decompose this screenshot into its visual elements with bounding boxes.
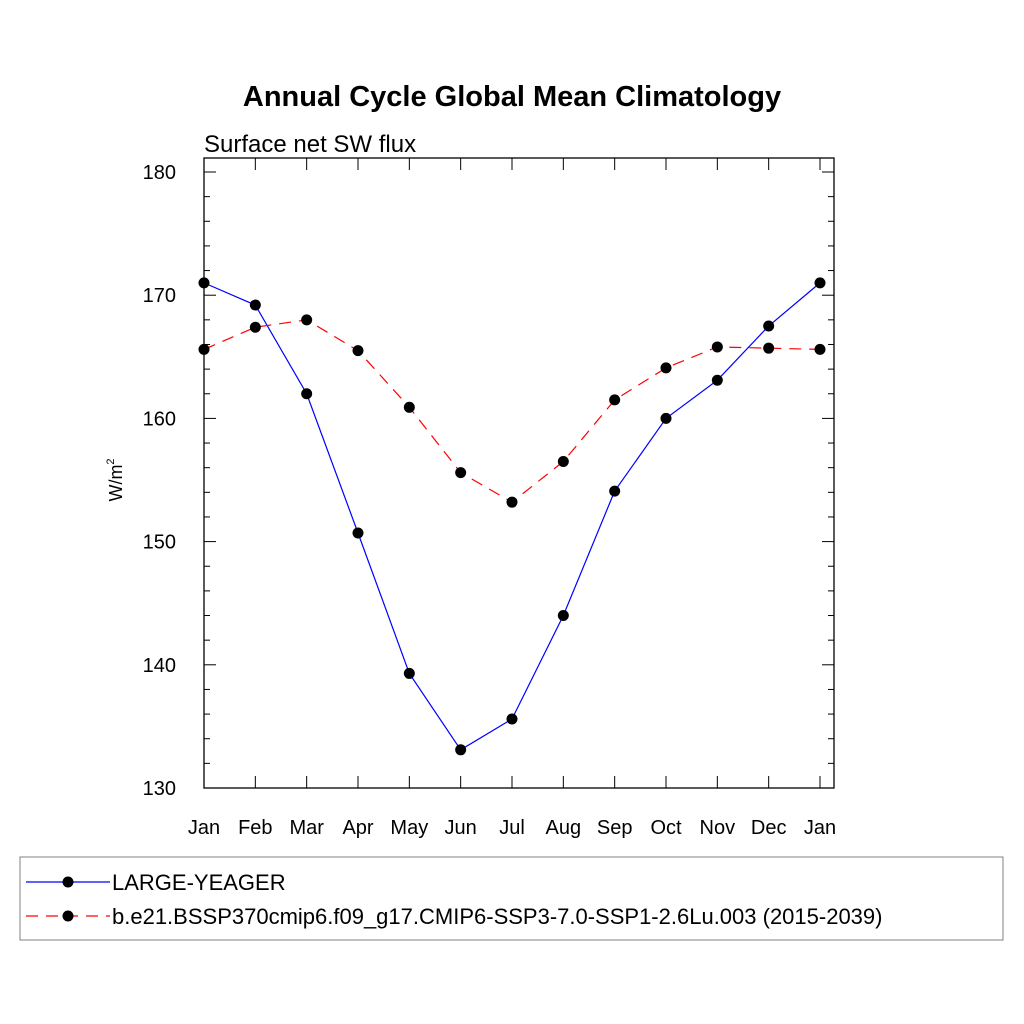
- x-tick-label: May: [390, 817, 428, 839]
- data-point: [711, 341, 723, 353]
- x-tick-label: Sep: [597, 817, 633, 839]
- x-tick-label: Jul: [499, 817, 525, 839]
- chart-title: Annual Cycle Global Mean Climatology: [243, 81, 781, 113]
- data-point: [660, 412, 672, 424]
- legend-item-2: b.e21.BSSP370cmip6.f09_g17.CMIP6-SSP3-7.…: [26, 904, 882, 929]
- data-point: [198, 343, 210, 355]
- y-tick-label: 160: [143, 408, 176, 430]
- x-tick-label: Jan: [804, 817, 836, 839]
- data-point: [814, 343, 826, 355]
- data-point: [660, 362, 672, 374]
- data-point: [352, 345, 364, 357]
- y-axis-label-superscript: 2: [105, 458, 117, 464]
- data-point: [763, 342, 775, 354]
- data-point: [249, 321, 261, 333]
- y-axis-label-text: W/m: [106, 465, 126, 502]
- data-point: [403, 401, 415, 413]
- y-tick-label: 170: [143, 285, 176, 307]
- series-layer: [198, 277, 826, 756]
- data-point: [711, 374, 723, 386]
- svg-text:W/m2: W/m2: [105, 458, 126, 501]
- x-tick-label: Jan: [188, 817, 220, 839]
- data-point: [301, 314, 313, 326]
- y-axis: 130 140 150 160 170 180: [143, 162, 834, 800]
- series-line: [203, 282, 821, 751]
- data-point: [301, 388, 313, 400]
- x-tick-label: Aug: [546, 817, 582, 839]
- legend-marker: [62, 910, 74, 922]
- x-tick-label: Apr: [342, 817, 373, 839]
- x-tick-label: Dec: [751, 817, 787, 839]
- legend: LARGE-YEAGER b.e21.BSSP370cmip6.f09_g17.C…: [19, 856, 1004, 941]
- data-point: [455, 744, 467, 756]
- data-point: [352, 527, 364, 539]
- x-tick-label: Oct: [650, 817, 682, 839]
- chart-subtitle: Surface net SW flux: [204, 131, 416, 158]
- legend-label: LARGE-YEAGER: [112, 870, 286, 895]
- plot-frame: [203, 157, 835, 789]
- data-point: [609, 394, 621, 406]
- legend-box: [19, 856, 1004, 941]
- plot-border: [203, 157, 835, 789]
- legend-item-1: LARGE-YEAGER: [26, 870, 286, 895]
- data-point: [506, 713, 518, 725]
- legend-label: b.e21.BSSP370cmip6.f09_g17.CMIP6-SSP3-7.…: [112, 904, 882, 929]
- data-point: [609, 485, 621, 497]
- x-tick-label: Nov: [700, 817, 736, 839]
- data-point: [557, 610, 569, 622]
- series-line: [203, 319, 821, 503]
- series-2: [198, 314, 826, 508]
- x-tick-label: Feb: [238, 817, 272, 839]
- data-point: [249, 299, 261, 311]
- y-tick-label: 180: [143, 162, 176, 184]
- data-point: [403, 667, 415, 679]
- legend-marker: [62, 876, 74, 888]
- y-tick-label: 140: [143, 655, 176, 677]
- data-point: [557, 456, 569, 468]
- data-point: [506, 496, 518, 508]
- x-tick-label: Jun: [445, 817, 477, 839]
- series-1: [198, 277, 826, 756]
- y-tick-label: 130: [143, 778, 176, 800]
- data-point: [763, 320, 775, 332]
- y-tick-label: 150: [143, 532, 176, 554]
- x-axis: Jan Feb Mar Apr May Jun Jul Aug Sep Oct Nov Dec Jan: [188, 158, 836, 839]
- data-point: [814, 277, 826, 289]
- y-axis-label: W/m2: [105, 458, 126, 501]
- x-tick-label: Mar: [289, 817, 324, 839]
- data-point: [455, 467, 467, 479]
- data-point: [198, 277, 210, 289]
